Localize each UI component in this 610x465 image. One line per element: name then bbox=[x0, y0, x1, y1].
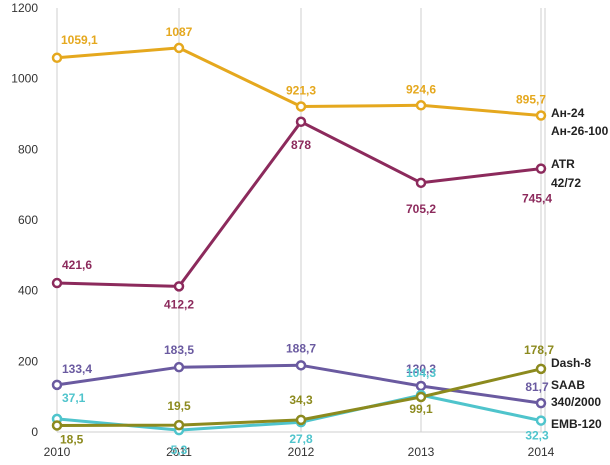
data-label: 130,3 bbox=[406, 362, 436, 376]
data-point bbox=[415, 177, 427, 189]
data-label: 133,4 bbox=[62, 362, 92, 376]
data-label: 924,6 bbox=[406, 82, 436, 96]
data-point bbox=[415, 391, 427, 403]
data-label: 104,3 bbox=[406, 366, 436, 380]
x-tick-label: 2010 bbox=[44, 445, 71, 459]
data-point bbox=[173, 361, 185, 373]
data-label: 188,7 bbox=[286, 341, 316, 355]
grid bbox=[56, 8, 546, 432]
data-point bbox=[535, 163, 547, 174]
data-label: 18,5 bbox=[60, 432, 84, 446]
data-label: 27,8 bbox=[289, 432, 313, 446]
series-group bbox=[51, 42, 547, 436]
data-point bbox=[535, 110, 547, 121]
data-label: 99,1 bbox=[409, 402, 433, 416]
data-point bbox=[295, 414, 307, 426]
data-point bbox=[173, 42, 185, 54]
y-tick-label: 1200 bbox=[11, 1, 38, 15]
y-tick-label: 600 bbox=[18, 213, 38, 227]
data-label: 1059,1 bbox=[61, 33, 98, 47]
series-label: ATR bbox=[551, 157, 575, 171]
data-label: 19,5 bbox=[167, 399, 191, 413]
data-label: 5,3 bbox=[171, 443, 188, 457]
y-tick-label: 400 bbox=[18, 284, 38, 298]
data-label: 921,3 bbox=[286, 83, 316, 97]
data-label: 32,3 bbox=[525, 429, 549, 443]
y-tick-label: 1000 bbox=[11, 72, 38, 86]
y-tick-label: 200 bbox=[18, 354, 38, 368]
data-point bbox=[295, 101, 307, 112]
data-point bbox=[51, 379, 63, 391]
data-point bbox=[173, 281, 185, 292]
x-tick-label: 2012 bbox=[288, 445, 315, 459]
data-label: 81,7 bbox=[525, 380, 549, 394]
data-point bbox=[295, 360, 307, 371]
axes: 0 200 400 600 800 1000 1200 2010 2011 2012 2013 201… bbox=[11, 1, 554, 459]
y-tick-label: 800 bbox=[18, 142, 38, 156]
y-tick-label: 0 bbox=[31, 425, 38, 439]
series-label: Ан-24 bbox=[551, 106, 585, 120]
data-label: 1087 bbox=[166, 25, 193, 39]
data-point bbox=[535, 363, 547, 375]
data-label: 178,7 bbox=[524, 343, 554, 357]
data-point bbox=[173, 419, 185, 431]
series-label: 42/72 bbox=[551, 176, 581, 190]
series-label: Dash-8 bbox=[551, 356, 591, 370]
series-label: Ан-26-100 bbox=[551, 124, 609, 138]
data-label: 878 bbox=[291, 138, 311, 152]
data-point bbox=[51, 420, 63, 431]
data-label: 705,2 bbox=[406, 202, 436, 216]
series-label: 340/2000 bbox=[551, 395, 601, 409]
data-point bbox=[51, 277, 63, 289]
data-label: 37,1 bbox=[62, 391, 86, 405]
series-label: EMB-120 bbox=[551, 417, 602, 431]
data-label: 895,7 bbox=[516, 93, 546, 107]
data-point bbox=[415, 380, 427, 392]
data-label: 421,6 bbox=[62, 258, 92, 272]
data-point bbox=[535, 397, 547, 409]
series-label: SAAB bbox=[551, 378, 585, 392]
data-label: 745,4 bbox=[522, 192, 552, 206]
x-tick-label: 2013 bbox=[408, 445, 435, 459]
data-label: 412,2 bbox=[164, 297, 194, 311]
data-label: 34,3 bbox=[289, 393, 313, 407]
data-point bbox=[295, 116, 307, 128]
series-labels: Ан-24 Ан-26-100 ATR 42/72 SAAB 340/2000 EMB-12… bbox=[551, 106, 609, 431]
data-point bbox=[415, 100, 427, 111]
data-point bbox=[535, 415, 547, 426]
x-tick-label: 2014 bbox=[528, 445, 555, 459]
data-label: 183,5 bbox=[164, 343, 194, 357]
data-point bbox=[51, 52, 63, 64]
data-labels: 1059,1 1087 921,3 924,6 895,7 421,6 412,2 878 70… bbox=[60, 25, 554, 457]
x-tick-label: 2011 bbox=[166, 445, 192, 459]
